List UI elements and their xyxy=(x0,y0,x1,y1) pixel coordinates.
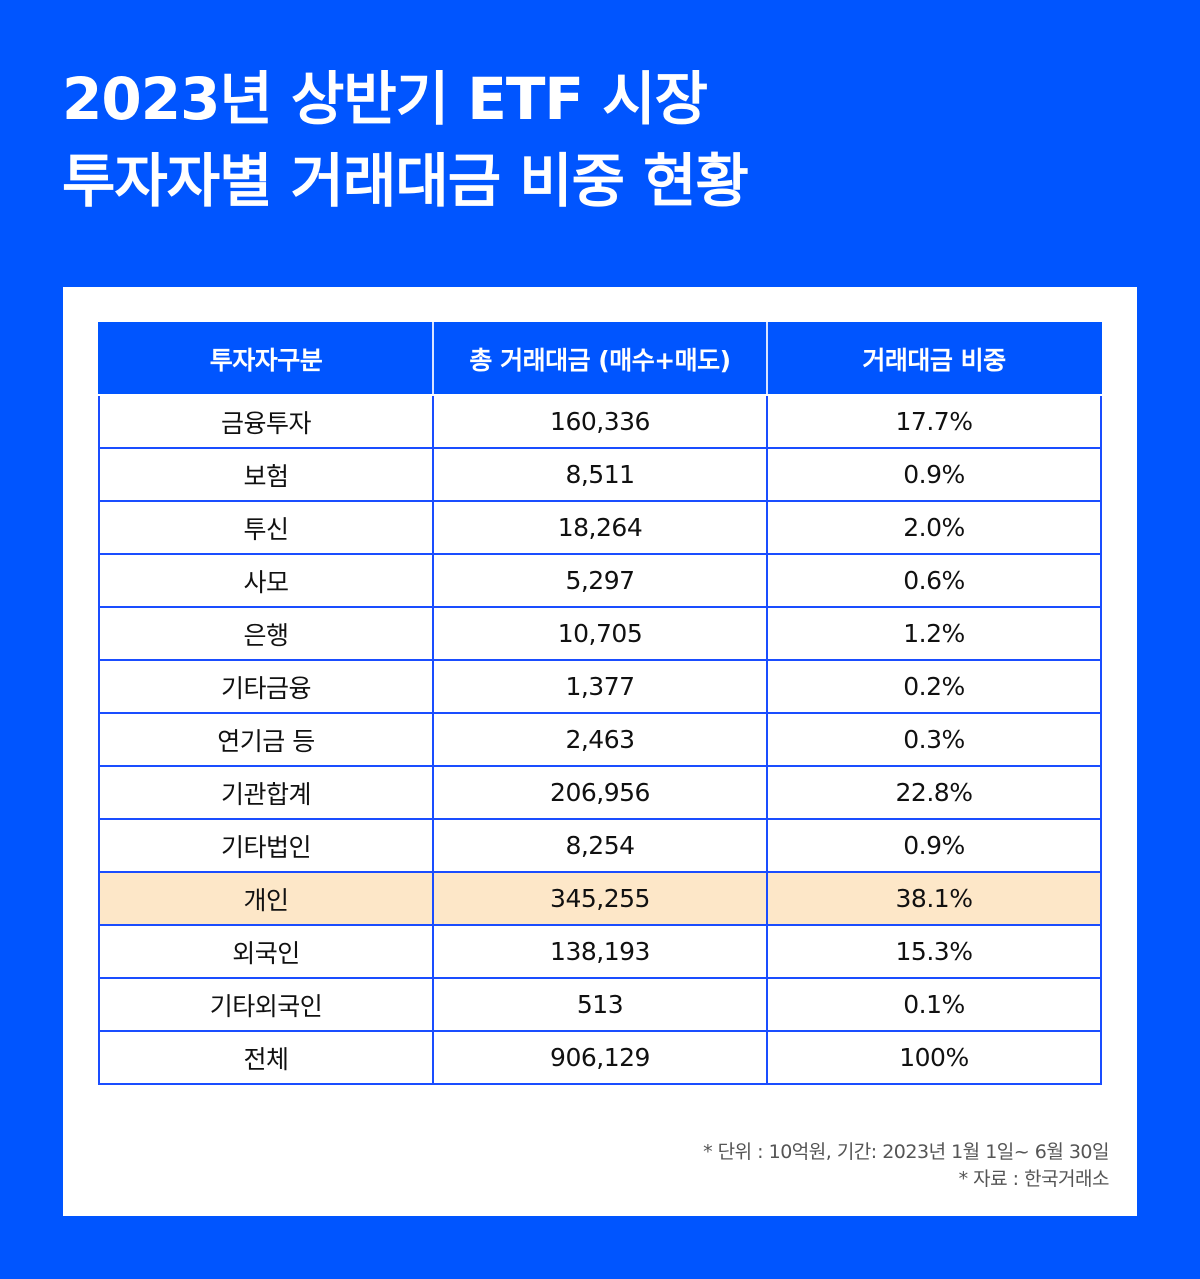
table-cell: 1,377 xyxy=(432,659,768,714)
column-header: 총 거래대금 (매수+매도) xyxy=(432,322,768,396)
table-cell: 2.0% xyxy=(766,500,1102,555)
table-cell: 0.9% xyxy=(766,818,1102,873)
table-cell: 연기금 등 xyxy=(98,712,434,767)
page-title: 2023년 상반기 ETF 시장 투자자별 거래대금 비중 현황 xyxy=(62,58,749,222)
table-cell: 은행 xyxy=(98,606,434,661)
table-cell: 전체 xyxy=(98,1030,434,1085)
note-source: * 자료 : 한국거래소 xyxy=(958,1168,1110,1190)
table-cell: 906,129 xyxy=(432,1030,768,1085)
table-cell: 사모 xyxy=(98,553,434,608)
table-cell: 10,705 xyxy=(432,606,768,661)
table-cell: 0.1% xyxy=(766,977,1102,1032)
table-row: 연기금 등 2,463 0.3% xyxy=(98,712,1102,767)
table-cell: 투신 xyxy=(98,500,434,555)
table-cell: 외국인 xyxy=(98,924,434,979)
table-cell: 보험 xyxy=(98,447,434,502)
table-cell: 18,264 xyxy=(432,500,768,555)
table-row: 투신 18,264 2.0% xyxy=(98,500,1102,555)
table-cell: 기관합계 xyxy=(98,765,434,820)
table-cell: 5,297 xyxy=(432,553,768,608)
table-cell: 206,956 xyxy=(432,765,768,820)
table-cell: 0.9% xyxy=(766,447,1102,502)
note-unit: * 단위 : 10억원, 기간: 2023년 1월 1일~ 6월 30일 xyxy=(703,1141,1109,1163)
table-row: 기타법인 8,254 0.9% xyxy=(98,818,1102,873)
table-cell: 0.6% xyxy=(766,553,1102,608)
table-cell: 38.1% xyxy=(766,871,1102,926)
table-cell: 8,511 xyxy=(432,447,768,502)
table-row: 기관합계 206,956 22.8% xyxy=(98,765,1102,820)
table-cell: 0.3% xyxy=(766,712,1102,767)
table-row: 외국인 138,193 15.3% xyxy=(98,924,1102,979)
table-cell: 17.7% xyxy=(766,394,1102,449)
table-cell: 22.8% xyxy=(766,765,1102,820)
column-header: 투자자구분 xyxy=(98,322,434,396)
table-cell: 개인 xyxy=(98,871,434,926)
table-cell: 513 xyxy=(432,977,768,1032)
table-card: 투자자구분 총 거래대금 (매수+매도) 거래대금 비중 금융투자 160,336 17… xyxy=(63,287,1137,1216)
table-row: 전체 906,129 100% xyxy=(98,1030,1102,1085)
table-cell: 15.3% xyxy=(766,924,1102,979)
table-row: 보험 8,511 0.9% xyxy=(98,447,1102,502)
footnotes: * 단위 : 10억원, 기간: 2023년 1월 1일~ 6월 30일 * 자… xyxy=(703,1139,1109,1193)
table-cell: 2,463 xyxy=(432,712,768,767)
table-cell: 160,336 xyxy=(432,394,768,449)
title-line-2: 투자자별 거래대금 비중 현황 xyxy=(62,147,749,215)
table-row: 사모 5,297 0.6% xyxy=(98,553,1102,608)
table-cell: 345,255 xyxy=(432,871,768,926)
table-row: 은행 10,705 1.2% xyxy=(98,606,1102,661)
investor-table: 투자자구분 총 거래대금 (매수+매도) 거래대금 비중 금융투자 160,336 17… xyxy=(98,322,1102,1085)
table-cell: 100% xyxy=(766,1030,1102,1085)
table-row: 개인 345,255 38.1% xyxy=(98,871,1102,926)
table-cell: 0.2% xyxy=(766,659,1102,714)
table-cell: 1.2% xyxy=(766,606,1102,661)
column-header: 거래대금 비중 xyxy=(766,322,1102,396)
table-row: 기타금융 1,377 0.2% xyxy=(98,659,1102,714)
title-line-1: 2023년 상반기 ETF 시장 xyxy=(62,65,708,133)
table-cell: 금융투자 xyxy=(98,394,434,449)
table-cell: 138,193 xyxy=(432,924,768,979)
table-cell: 기타법인 xyxy=(98,818,434,873)
table-cell: 기타외국인 xyxy=(98,977,434,1032)
table-cell: 8,254 xyxy=(432,818,768,873)
table-cell: 기타금융 xyxy=(98,659,434,714)
table-row: 기타외국인 513 0.1% xyxy=(98,977,1102,1032)
table-row: 금융투자 160,336 17.7% xyxy=(98,394,1102,449)
